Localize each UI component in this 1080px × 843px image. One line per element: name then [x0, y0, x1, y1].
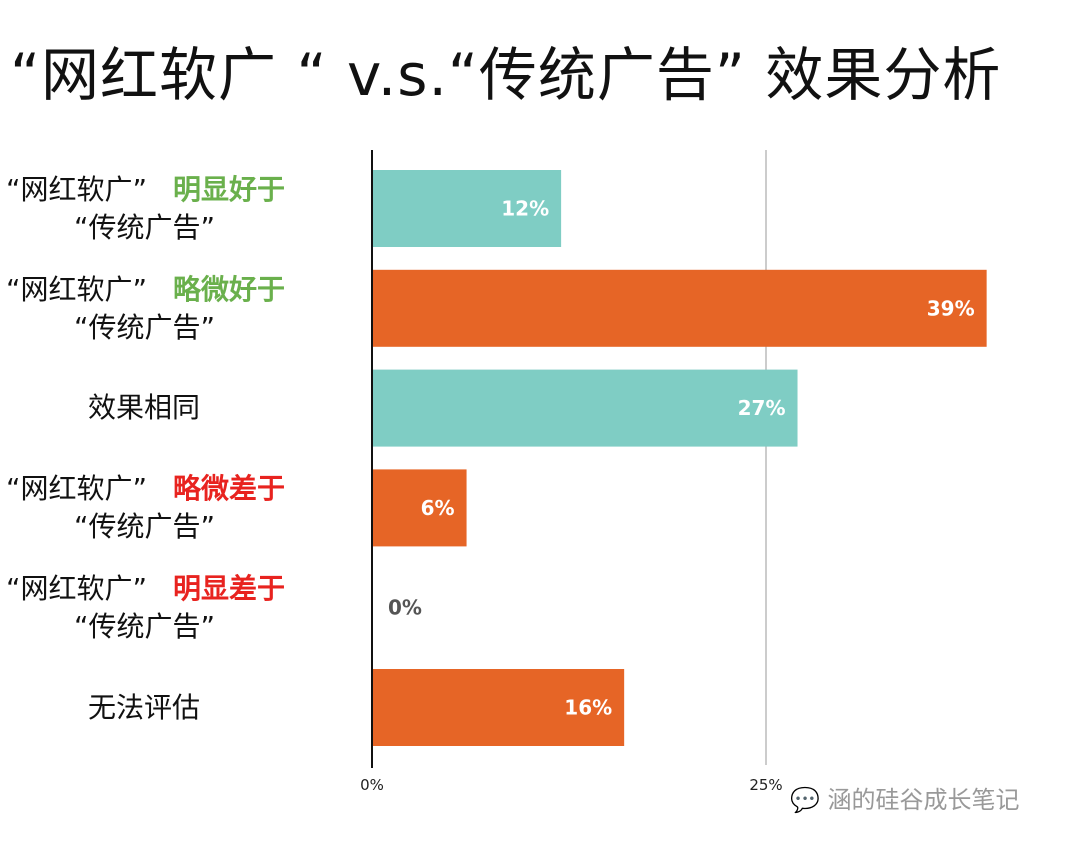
data-label: 0% — [388, 596, 422, 620]
chart-title: “网红软广 “ v.s.“传统广告” 效果分析 — [10, 41, 1002, 109]
watermark: 💬 涵的硅谷成长笔记 — [790, 780, 1020, 815]
bar — [372, 369, 798, 447]
data-label: 39% — [927, 296, 975, 320]
category-highlight: 略微好于 — [173, 272, 286, 306]
data-label: 6% — [421, 496, 455, 520]
category-highlight: 明显好于 — [173, 173, 286, 206]
data-label: 16% — [564, 696, 612, 720]
category-line1: “网红软广” 略微好于 — [6, 272, 286, 306]
category-highlight: 明显差于 — [173, 572, 286, 606]
category-line1: “网红软广” 略微差于 — [6, 472, 286, 506]
data-label: 27% — [738, 396, 786, 420]
data-label: 12% — [501, 197, 549, 221]
bar — [372, 469, 467, 547]
category-line2: “传统广告” — [74, 610, 216, 644]
category-line2: “传统广告” — [74, 211, 216, 244]
category-line2: “传统广告” — [74, 310, 216, 344]
category-line2: “传统广告” — [74, 510, 216, 544]
bar — [372, 669, 625, 746]
tick-label: 25% — [749, 776, 783, 794]
wechat-icon: 💬 — [790, 786, 828, 814]
category-text: 效果相同 — [88, 391, 201, 425]
category-highlight: 略微差于 — [173, 472, 286, 506]
bar — [372, 170, 562, 247]
category-line1: “网红软广” 明显好于 — [6, 173, 286, 206]
category-text: 无法评估 — [88, 690, 201, 724]
watermark-text: 涵的硅谷成长笔记 — [827, 786, 1020, 814]
tick-label: 0% — [360, 776, 384, 794]
bar — [372, 269, 987, 347]
category-line1: “网红软广” 明显差于 — [6, 572, 286, 606]
